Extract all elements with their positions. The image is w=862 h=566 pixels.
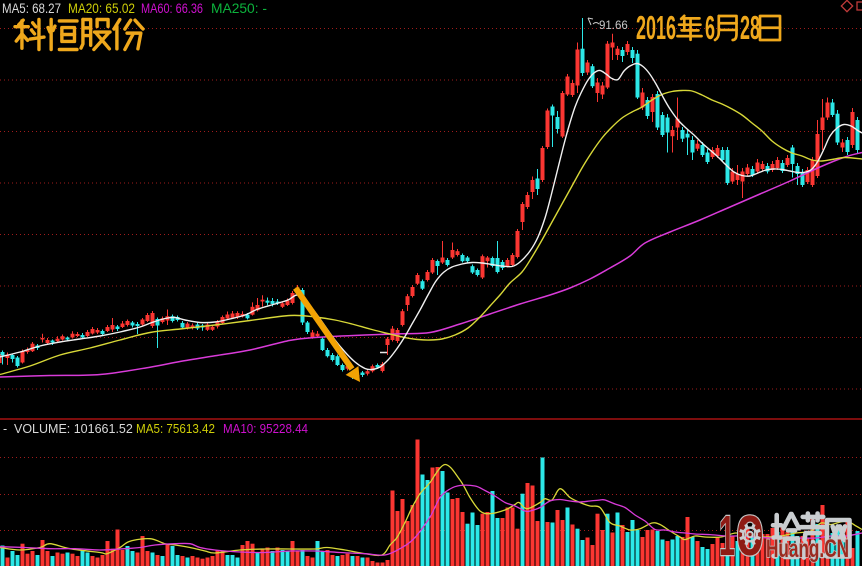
svg-text:MA5: 75613.42: MA5: 75613.42 xyxy=(136,422,215,436)
svg-text:MA10: 95228.44: MA10: 95228.44 xyxy=(223,422,308,436)
svg-text:MA250: -: MA250: - xyxy=(211,0,267,16)
svg-text:91.66: 91.66 xyxy=(599,20,628,32)
svg-text:6: 6 xyxy=(705,9,715,46)
svg-text:MA5: 68.27: MA5: 68.27 xyxy=(2,0,61,16)
svg-text:28: 28 xyxy=(740,9,760,46)
svg-text:Huang.CN: Huang.CN xyxy=(766,535,849,563)
svg-text:2016: 2016 xyxy=(636,9,676,46)
svg-text:VOLUME: 101661.52: VOLUME: 101661.52 xyxy=(14,422,133,436)
svg-text:MA60: 66.36: MA60: 66.36 xyxy=(141,0,203,16)
svg-text:1: 1 xyxy=(719,504,735,566)
svg-text:MA20: 65.02: MA20: 65.02 xyxy=(68,0,135,16)
svg-text:-: - xyxy=(3,422,7,436)
